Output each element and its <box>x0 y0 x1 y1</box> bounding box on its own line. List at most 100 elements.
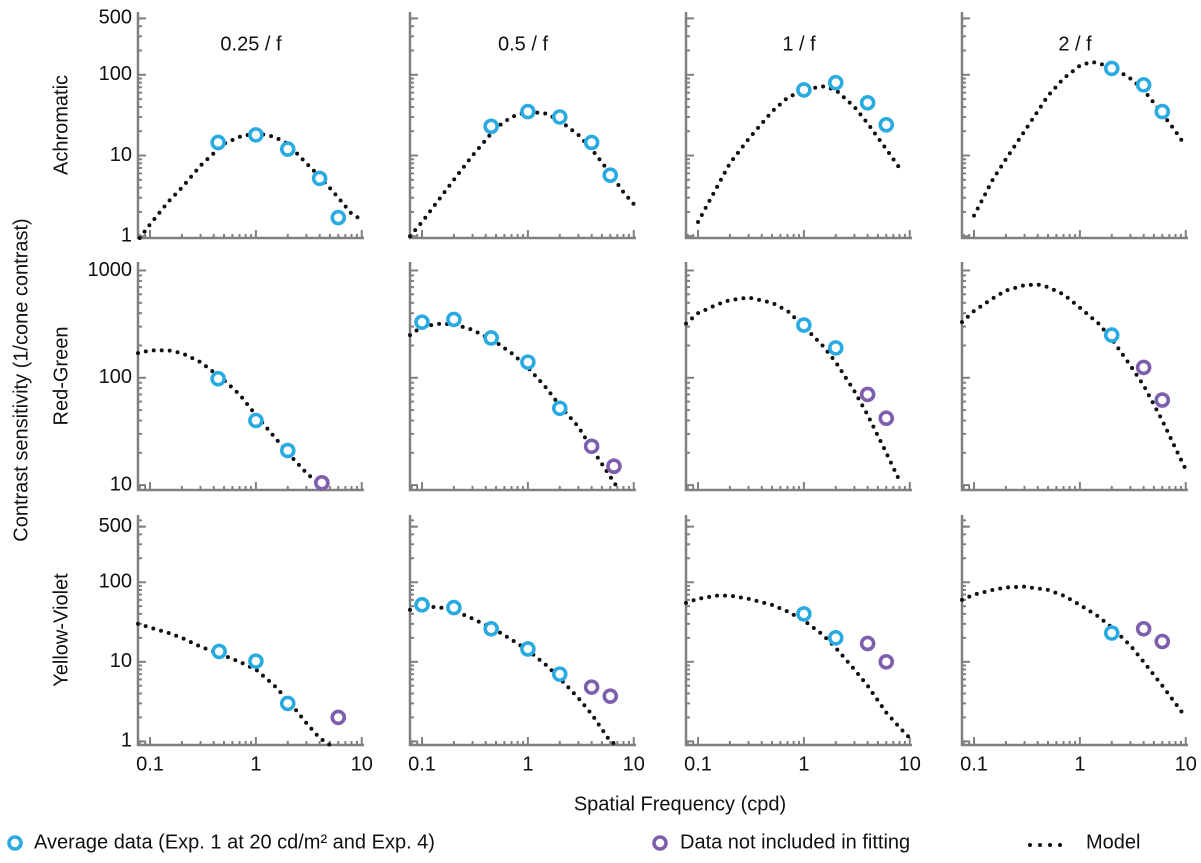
marker <box>1103 60 1120 77</box>
legend-label: Data not included in fitting <box>680 831 910 853</box>
axis-lines <box>136 515 364 747</box>
marker <box>279 695 296 712</box>
marker <box>827 74 844 91</box>
marker <box>1154 103 1171 120</box>
marker <box>796 317 812 333</box>
row-label: Red-Green <box>50 327 72 426</box>
x-tick-label: 1 <box>1074 753 1085 775</box>
marker <box>859 94 876 111</box>
x-tick-label: 0.1 <box>960 753 988 775</box>
panel-title: 2 / f <box>1058 33 1092 55</box>
panel: 0.1 1 10 <box>960 515 1197 775</box>
model-curve <box>960 282 1188 472</box>
marker <box>520 641 536 657</box>
marker <box>248 412 264 429</box>
marker <box>210 134 226 151</box>
axis-lines <box>960 262 1188 492</box>
y-tick-label: 500 <box>99 515 132 537</box>
model-curve <box>408 604 620 747</box>
x-tick-label: 0.1 <box>408 753 436 775</box>
marker <box>859 635 876 652</box>
marker <box>859 386 876 403</box>
marker <box>878 117 895 133</box>
marker <box>483 620 499 637</box>
legend-marker <box>7 835 23 851</box>
x-tick-label: 0.1 <box>136 753 164 775</box>
marker <box>414 597 430 613</box>
x-tick-label: 10 <box>351 753 373 775</box>
marker <box>796 606 812 622</box>
marker <box>551 109 568 125</box>
model-curve <box>408 321 620 490</box>
marker <box>583 134 600 151</box>
marker <box>248 127 264 143</box>
model-curve <box>972 59 1188 218</box>
row-label: Achromatic <box>50 75 72 175</box>
panel: 0.1 1 10 <box>408 515 645 775</box>
y-tick-label: 10 <box>110 650 132 672</box>
marker <box>314 475 330 491</box>
marker <box>311 170 328 187</box>
marker <box>1135 620 1152 637</box>
model-curve <box>684 295 902 483</box>
panel <box>960 262 1188 492</box>
legend: Average data (Exp. 1 at 20 cd/m² and Exp… <box>7 831 1140 853</box>
panel <box>408 262 636 492</box>
panel: 1 10 100 500 0.25 / f Achromatic <box>50 7 364 246</box>
model-curve <box>136 348 322 488</box>
y-tick-label: 1 <box>121 224 132 246</box>
axis-lines <box>684 515 912 747</box>
y-tick-label: 10 <box>110 473 132 495</box>
marker <box>279 442 296 459</box>
y-tick-label: 100 <box>99 63 132 85</box>
marker <box>1135 359 1152 376</box>
marker <box>446 311 462 328</box>
legend-label: Average data (Exp. 1 at 20 cd/m² and Exp… <box>34 831 435 853</box>
marker <box>483 118 499 135</box>
panel: 1 / f <box>684 12 912 240</box>
legend-marker <box>652 835 668 851</box>
panel-title: 0.5 / f <box>498 33 548 55</box>
marker <box>414 314 430 330</box>
marker <box>1103 327 1120 343</box>
marker <box>520 103 536 120</box>
panel-title: 0.25 / f <box>220 33 282 55</box>
marker <box>827 340 844 356</box>
marker <box>330 709 347 726</box>
marker <box>583 679 600 695</box>
y-tick-label: 1 <box>121 730 132 752</box>
marker <box>330 209 347 226</box>
marker <box>551 400 568 417</box>
x-tick-label: 10 <box>623 753 645 775</box>
marker <box>210 370 226 387</box>
y-tick-label: 1000 <box>88 259 133 281</box>
marker <box>602 167 619 184</box>
axis-lines <box>408 262 636 492</box>
marker <box>796 82 812 98</box>
marker <box>583 438 600 455</box>
axis-lines <box>408 515 636 747</box>
legend-label: Model <box>1086 831 1140 853</box>
axis-lines <box>960 515 1188 747</box>
model-curve <box>136 621 332 747</box>
x-tick-label: 1 <box>798 753 809 775</box>
y-axis-label: Contrast sensitivity (1/cone contrast) <box>10 218 32 541</box>
y-tick-label: 100 <box>99 571 132 593</box>
panel: 0.1 1 10 <box>684 515 921 775</box>
x-tick-label: 1 <box>522 753 533 775</box>
x-tick-label: 10 <box>1175 753 1197 775</box>
model-curve <box>960 584 1188 720</box>
x-tick-label: 10 <box>899 753 921 775</box>
marker <box>1103 625 1120 641</box>
marker <box>279 141 296 157</box>
panel <box>684 262 912 492</box>
y-tick-label: 100 <box>99 366 132 388</box>
y-tick-label: 500 <box>99 7 132 29</box>
marker <box>551 666 568 682</box>
x-tick-label: 1 <box>250 753 261 775</box>
marker <box>602 688 619 704</box>
marker <box>878 653 895 670</box>
marker <box>483 330 499 346</box>
